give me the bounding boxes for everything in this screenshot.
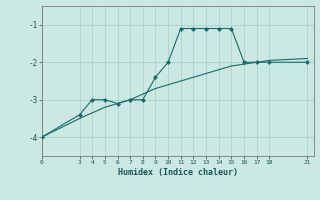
X-axis label: Humidex (Indice chaleur): Humidex (Indice chaleur) — [118, 168, 237, 177]
